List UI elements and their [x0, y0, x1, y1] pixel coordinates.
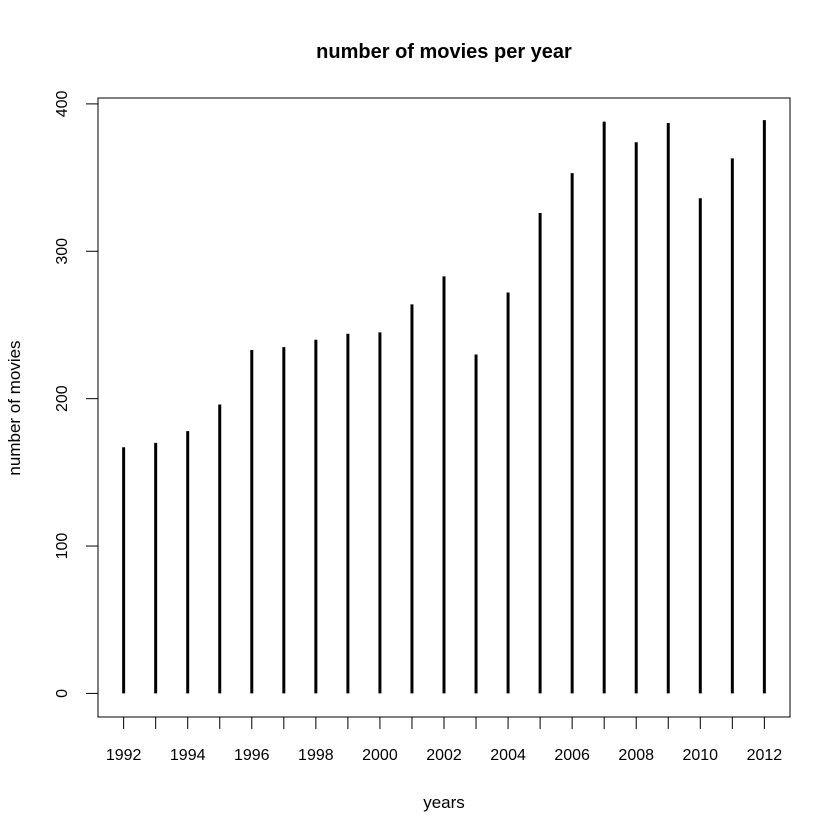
x-tick-label-2002: 2002 — [426, 747, 462, 764]
y-axis-label: number of movies — [5, 340, 24, 475]
y-axis: 0 100 200 300 400 — [54, 90, 99, 698]
y-tick-label-200: 200 — [54, 385, 71, 412]
y-tick-label-100: 100 — [54, 533, 71, 560]
x-axis-label: years — [423, 793, 465, 812]
x-tick-label-2006: 2006 — [554, 747, 590, 764]
y-tick-label-400: 400 — [54, 90, 71, 117]
x-tick-label-1996: 1996 — [234, 747, 270, 764]
x-tick-label-2008: 2008 — [618, 747, 654, 764]
x-axis: 1992 1994 1996 1998 2000 2002 2004 2006 2008 2010… — [106, 716, 783, 764]
bars-group — [122, 120, 766, 694]
x-tick-label-1992: 1992 — [106, 747, 142, 764]
x-tick-label-1998: 1998 — [298, 747, 334, 764]
chart-title: number of movies per year — [316, 41, 572, 63]
y-tick-label-0: 0 — [54, 689, 71, 698]
x-tick-label-2004: 2004 — [490, 747, 526, 764]
x-tick-label-2012: 2012 — [747, 747, 783, 764]
x-tick-label-2000: 2000 — [362, 747, 398, 764]
x-tick-label-2010: 2010 — [682, 747, 718, 764]
y-tick-label-300: 300 — [54, 238, 71, 265]
x-tick-label-1994: 1994 — [170, 747, 206, 764]
